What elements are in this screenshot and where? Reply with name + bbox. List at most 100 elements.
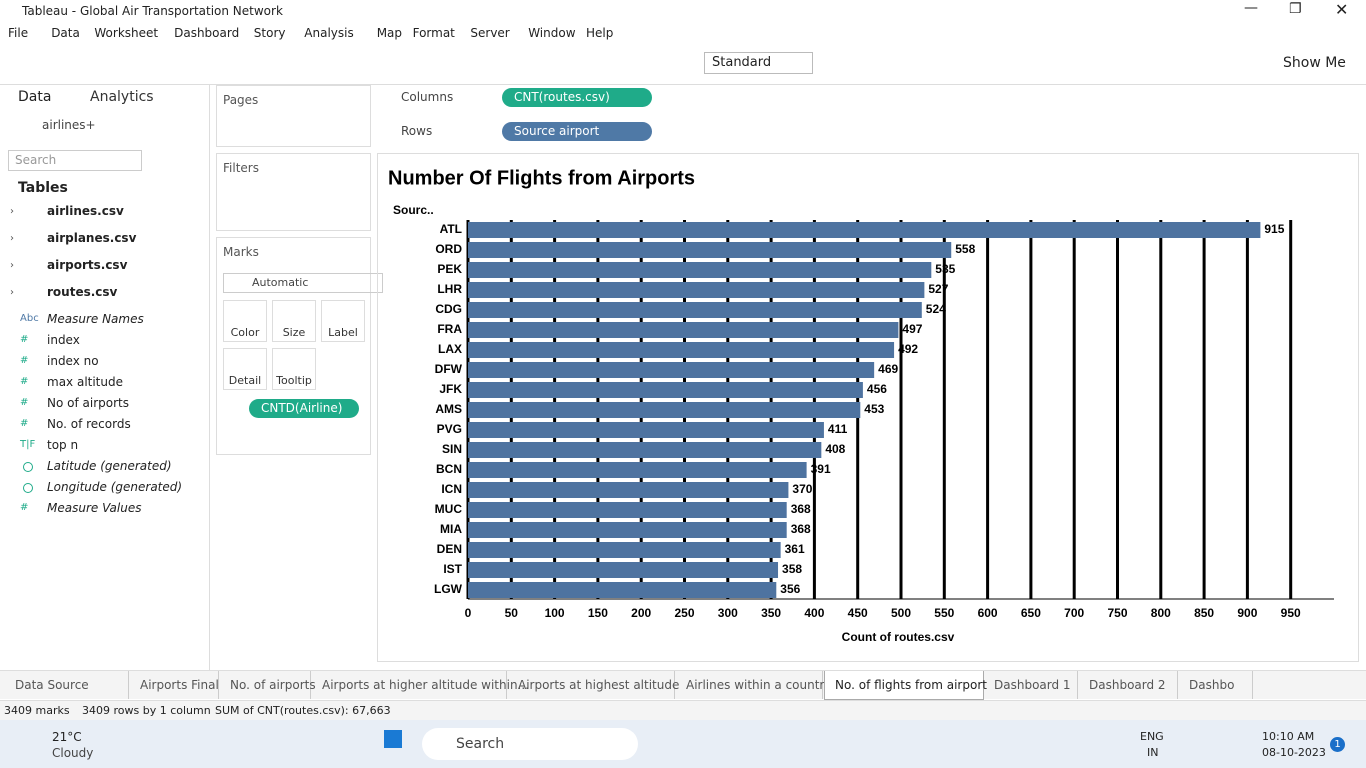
marks-card: Marks Automatic CNTD(Airline) Color Size L… <box>216 237 383 455</box>
marks-pill[interactable]: CNTD(Airline) <box>249 399 359 418</box>
x-tick-label: 950 <box>1281 606 1301 620</box>
sheet-tab[interactable]: Airports at higher altitude within... <box>312 671 529 699</box>
bar <box>468 262 932 278</box>
y-tick-label: CDG <box>435 302 462 316</box>
region[interactable]: IN <box>1147 746 1159 759</box>
table-icon: › <box>10 206 14 217</box>
taskbar-search[interactable]: Search <box>422 728 638 760</box>
menu-item[interactable]: Story <box>253 26 286 40</box>
menu-item[interactable]: Map <box>376 26 403 40</box>
menu-item[interactable]: Worksheet <box>94 26 159 40</box>
menu-item[interactable]: Format <box>412 26 455 40</box>
notification-badge[interactable]: 1 <box>1330 737 1345 752</box>
field-item[interactable]: index no <box>47 354 99 368</box>
bar <box>468 242 952 258</box>
field-item[interactable]: index <box>47 333 80 347</box>
marks-button[interactable]: Label <box>321 300 365 342</box>
sheet-tab[interactable]: Data Source <box>5 671 129 699</box>
rows-pill[interactable]: Source airport <box>502 122 652 141</box>
field-item[interactable]: Longitude (generated) <box>47 480 183 494</box>
data-label: 361 <box>785 542 805 556</box>
field-item[interactable]: No of airports <box>47 396 129 410</box>
bar <box>468 342 895 358</box>
minimize[interactable]: — <box>1244 0 1258 16</box>
table-item[interactable]: routes.csv <box>47 285 118 299</box>
field-item[interactable]: max altitude <box>47 375 123 389</box>
data-label: 368 <box>791 502 811 516</box>
data-source[interactable]: airlines+ <box>42 118 96 132</box>
sheet-tab[interactable]: Airports Final <box>130 671 219 699</box>
x-tick-label: 350 <box>761 606 781 620</box>
marks-button[interactable]: Size <box>272 300 316 342</box>
marks-button[interactable]: Detail <box>223 348 267 390</box>
menu-item[interactable]: Window <box>528 26 576 40</box>
weather-text: Cloudy <box>52 746 94 760</box>
sheet-tab[interactable]: No. of flights from airport <box>824 671 987 700</box>
x-tick-label: 450 <box>848 606 868 620</box>
sheet-tab[interactable]: Airports at highest altitude <box>508 671 679 699</box>
y-tick-label: JFK <box>439 382 462 396</box>
x-tick-label: 400 <box>804 606 824 620</box>
menu-item[interactable]: Help <box>586 26 614 40</box>
bar <box>468 502 787 518</box>
y-tick-label: MIA <box>440 522 462 536</box>
columns-label: Columns <box>401 90 454 104</box>
field-icon: # <box>20 376 29 387</box>
menu-item[interactable]: Dashboard <box>174 26 240 40</box>
menu-item[interactable]: Server <box>470 26 510 40</box>
y-tick-label: LHR <box>437 282 462 296</box>
close[interactable]: ✕ <box>1335 0 1349 19</box>
marks-button[interactable]: Color <box>223 300 267 342</box>
taskbar: 21°C Cloudy Search ENG IN 10:10 AM 08-10… <box>0 720 1366 768</box>
field-item[interactable]: Latitude (generated) <box>47 459 172 473</box>
x-tick-label: 850 <box>1194 606 1214 620</box>
table-item[interactable]: airports.csv <box>47 258 128 272</box>
start-button[interactable] <box>384 730 402 748</box>
table-item[interactable]: airplanes.csv <box>47 231 137 245</box>
sheet-tab[interactable]: Dashboard 2 <box>1079 671 1178 699</box>
columns-pill[interactable]: CNT(routes.csv) <box>502 88 652 107</box>
data-label: 492 <box>898 342 918 356</box>
x-tick-label: 50 <box>505 606 519 620</box>
field-icon: # <box>20 397 29 408</box>
menu-item[interactable]: Analysis <box>304 26 354 40</box>
x-tick-label: 900 <box>1237 606 1257 620</box>
y-tick-label: DFW <box>435 362 463 376</box>
sheet-tab[interactable]: Dashboard 1 <box>984 671 1078 699</box>
bar <box>468 562 779 578</box>
rows-label: Rows <box>401 124 433 138</box>
field-item[interactable]: top n <box>47 438 79 452</box>
status-item: 3409 marks <box>4 704 70 717</box>
status-item: SUM of CNT(routes.csv): 67,663 <box>215 704 391 717</box>
field-item[interactable]: Measure Names <box>47 312 144 326</box>
field-item[interactable]: No. of records <box>47 417 131 431</box>
data-tab[interactable]: Data <box>18 89 52 105</box>
restore[interactable]: ❐ <box>1289 1 1302 17</box>
clock-time[interactable]: 10:10 AM <box>1262 730 1315 743</box>
clock-date[interactable]: 08-10-2023 <box>1262 746 1326 759</box>
row-header: Sourc.. <box>393 203 434 217</box>
pages-label: Pages <box>223 93 259 107</box>
show-me[interactable]: Show Me <box>1283 55 1346 71</box>
y-tick-label: FRA <box>437 322 462 336</box>
data-label: 915 <box>1264 222 1284 236</box>
lang[interactable]: ENG <box>1140 730 1164 743</box>
analytics-tab[interactable]: Analytics <box>90 89 154 105</box>
tables-header: Tables <box>18 180 68 196</box>
mark-type[interactable]: Automatic <box>223 273 383 293</box>
sheet-tab[interactable]: No. of airports <box>220 671 316 699</box>
table-icon: › <box>10 260 14 271</box>
x-tick-label: 700 <box>1064 606 1084 620</box>
x-tick-label: 200 <box>631 606 651 620</box>
bar <box>468 222 1261 238</box>
sheet-tab[interactable]: Dashbo <box>1179 671 1253 699</box>
marks-button[interactable]: Tooltip <box>272 348 316 390</box>
search[interactable]: Search <box>8 150 142 171</box>
sheet-tab[interactable]: Airlines within a country <box>676 671 831 699</box>
fit-dropdown[interactable]: Standard <box>704 52 813 74</box>
field-item[interactable]: Measure Values <box>47 501 142 515</box>
table-item[interactable]: airlines.csv <box>47 204 124 218</box>
menu-item[interactable]: Data <box>51 26 80 40</box>
menu-item[interactable]: File <box>8 26 29 40</box>
